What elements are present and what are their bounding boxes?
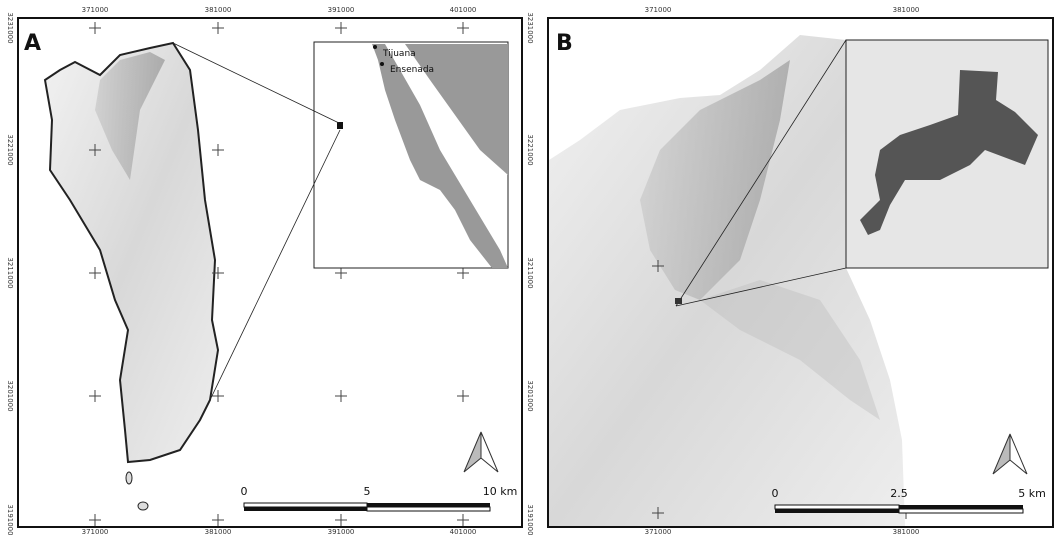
panel-b: B 0 2.5 5 km xyxy=(547,17,1054,528)
relief xyxy=(549,35,905,526)
x-coord-label: 371000 xyxy=(82,6,109,14)
scale-label: 0 xyxy=(772,487,779,500)
scale-label: 5 km xyxy=(1018,487,1046,500)
scale-bar xyxy=(366,506,491,512)
scale-bar xyxy=(774,504,900,510)
x-coord-label: 381000 xyxy=(893,528,920,535)
x-coord-label: 391000 xyxy=(328,6,355,14)
place-dot xyxy=(373,45,377,49)
y-coord-label: 3211000 xyxy=(6,257,14,288)
grid-crosses xyxy=(89,22,469,526)
scale-label: 10 km xyxy=(483,485,518,498)
place-label: Ensenada xyxy=(390,65,434,75)
islet xyxy=(125,471,133,485)
place-label: Tijuana xyxy=(382,49,416,59)
x-coord-label: 371000 xyxy=(645,528,672,535)
scale-bar xyxy=(367,503,490,507)
scale-label: 0 xyxy=(241,485,248,498)
panel-a: A Tijuana Ensenada 0 5 10 km xyxy=(17,17,523,528)
scale-bar xyxy=(775,509,899,513)
scale-bar xyxy=(244,507,367,511)
x-coord-label: 391000 xyxy=(328,528,355,535)
slope xyxy=(700,280,880,420)
place-dot xyxy=(380,62,384,66)
ridge xyxy=(640,60,790,300)
inset-leader xyxy=(172,42,340,124)
x-coord-label: 371000 xyxy=(82,528,109,535)
y-coord-label: 3221000 xyxy=(6,134,14,165)
inset-leader xyxy=(675,39,847,307)
mainland xyxy=(405,44,508,175)
scale-label: 5 xyxy=(364,485,371,498)
coordinate-labels: 371000 381000 391000 401000 371000 381000 3910… xyxy=(6,6,919,535)
y-coord-label: 3221000 xyxy=(526,134,534,165)
north-arrow xyxy=(1009,433,1028,475)
x-coord-label: 381000 xyxy=(205,6,232,14)
inset-leader xyxy=(209,129,341,401)
island xyxy=(43,41,220,464)
panel-label: B xyxy=(556,31,573,56)
x-coord-label: 371000 xyxy=(645,6,672,14)
north-arrow xyxy=(480,431,499,473)
scale-bar xyxy=(898,508,1024,514)
y-coord-label: 3191000 xyxy=(526,504,534,535)
x-coord-label: 381000 xyxy=(893,6,920,14)
y-coord-label: 3231000 xyxy=(6,12,14,43)
y-coord-label: 3191000 xyxy=(6,504,14,535)
study-site xyxy=(675,298,682,304)
inset-leader xyxy=(675,267,847,307)
y-coord-label: 3201000 xyxy=(526,380,534,411)
site-polygon xyxy=(860,70,1038,235)
y-coord-label: 3231000 xyxy=(526,12,534,43)
scale-label: 2.5 xyxy=(890,487,908,500)
islet xyxy=(137,501,149,511)
x-coord-label: 381000 xyxy=(205,528,232,535)
study-site xyxy=(337,122,343,129)
x-coord-label: 401000 xyxy=(450,528,477,535)
x-coord-label: 401000 xyxy=(450,6,477,14)
scale-bar xyxy=(899,505,1023,509)
y-coord-label: 3201000 xyxy=(6,380,14,411)
ridge xyxy=(95,52,165,180)
panel-label: A xyxy=(24,31,41,56)
y-coord-label: 3211000 xyxy=(526,257,534,288)
scale-bar xyxy=(243,502,368,508)
baja-peninsula xyxy=(372,44,508,268)
